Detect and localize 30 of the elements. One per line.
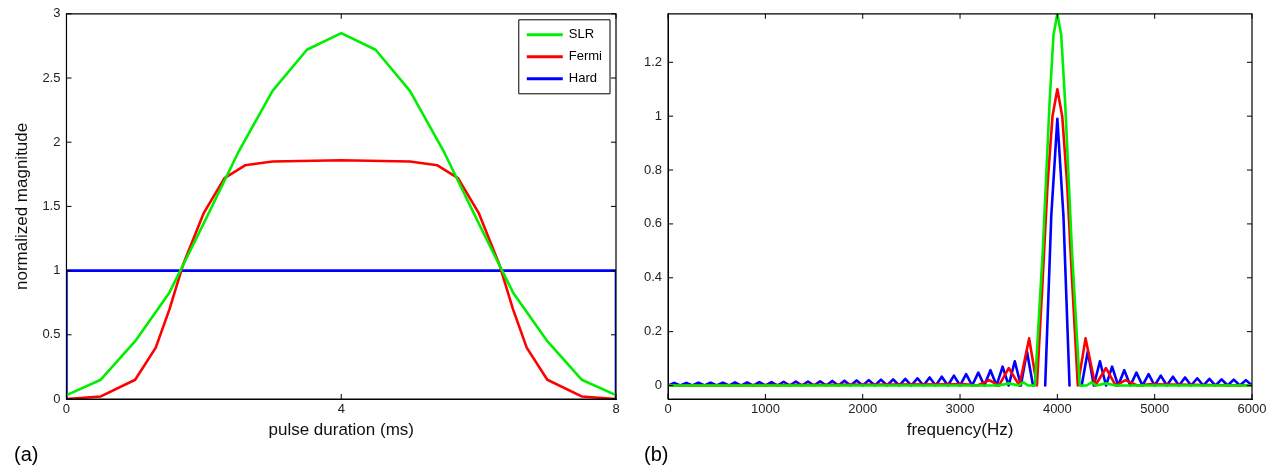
y-tick-label: 1 — [53, 262, 61, 278]
y-tick-label: 0 — [654, 377, 663, 393]
x-tick-label: 5000 — [1140, 401, 1170, 417]
text: (b) — [644, 442, 669, 465]
text: (a) — [14, 442, 39, 465]
x-tick-label: 4000 — [1042, 401, 1072, 417]
x-tick-label: 2000 — [848, 401, 878, 417]
x-axis-title: pulse duration (ms) — [268, 420, 414, 440]
x-tick-label: 4 — [337, 401, 345, 417]
y-tick-label: 0.6 — [643, 215, 663, 231]
legend-label: Fermi — [568, 48, 603, 64]
legend-label: SLR — [568, 26, 595, 42]
y-tick-label: 1.5 — [42, 197, 61, 213]
y-tick-label: 0.5 — [42, 326, 61, 342]
x-tick-label: 8 — [612, 401, 620, 417]
y-tick-label: 3 — [53, 5, 61, 21]
legend-label: Hard — [568, 70, 597, 86]
y-tick-label: 0 — [53, 390, 61, 406]
y-tick-label: 2 — [53, 133, 61, 149]
x-tick-label: 1000 — [750, 401, 780, 417]
y-tick-label: 2.5 — [42, 69, 61, 85]
x-tick-label: 3000 — [945, 401, 975, 417]
y-tick-label: 1 — [654, 107, 663, 123]
y-tick-label: 0.4 — [643, 269, 663, 285]
y-axis-title: normalized magnitude — [11, 122, 31, 291]
y-tick-label: 1.2 — [643, 53, 663, 69]
y-tick-label: 0.2 — [643, 323, 663, 339]
x-axis-title: frequency(Hz) — [906, 420, 1014, 440]
x-tick-label: 6000 — [1237, 401, 1267, 417]
y-tick-label: 0.8 — [643, 161, 663, 177]
